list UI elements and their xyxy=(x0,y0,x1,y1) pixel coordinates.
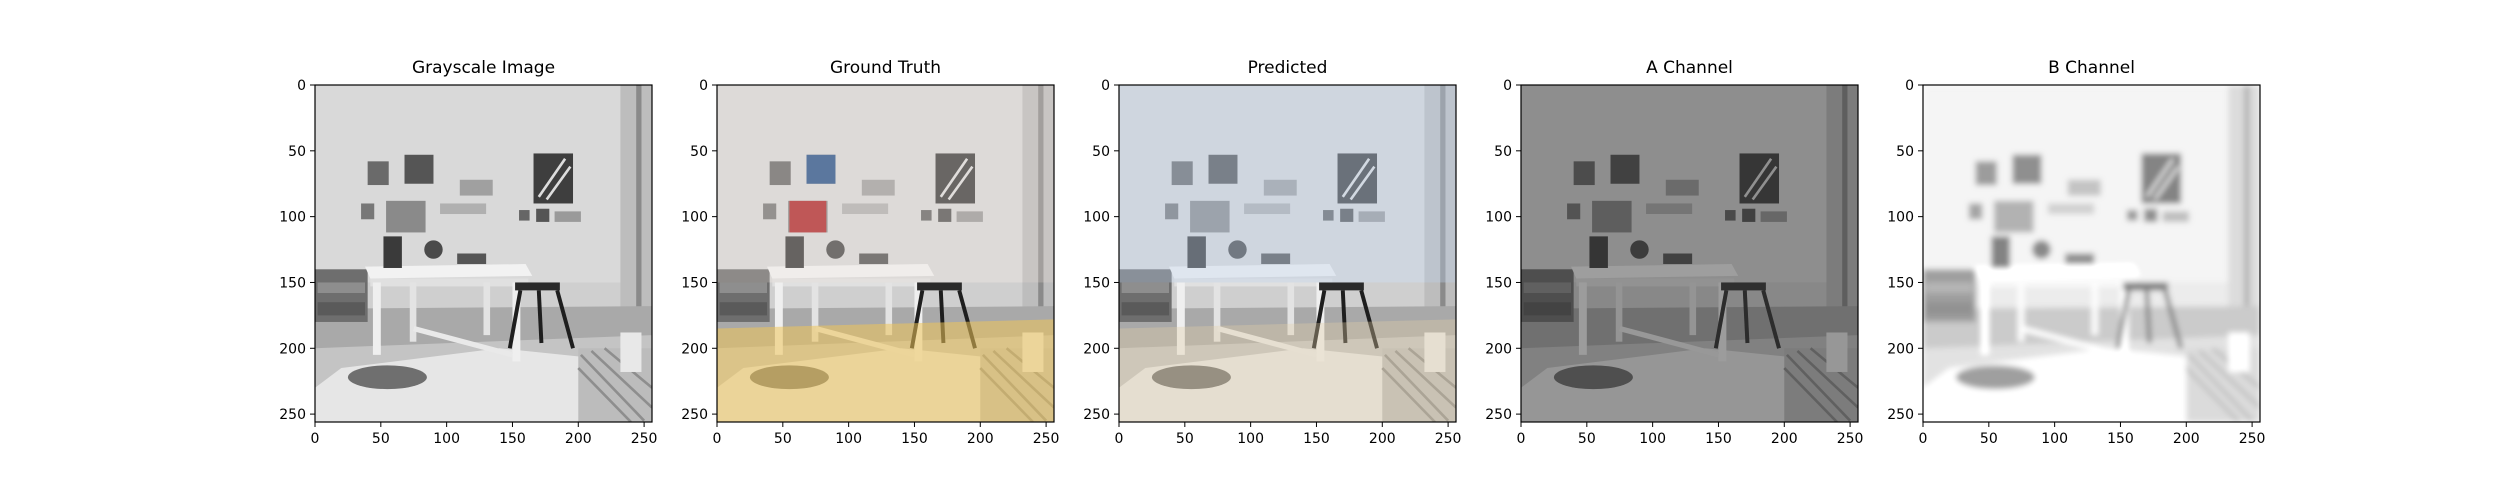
x-tick-label: 0 xyxy=(311,431,320,447)
y-tick-label: 0 xyxy=(1905,78,1914,94)
panel-image xyxy=(1923,85,2260,422)
y-tick-label: 200 xyxy=(681,341,708,357)
panel-gray: Grayscale Image 0 50 100 150 200 250 0 50 100 150 2… xyxy=(279,58,657,447)
y-tick-label: 200 xyxy=(1485,341,1512,357)
panel-a: A Channel 0 50 100 150 200 250 0 50 100 150 200 250 xyxy=(1485,58,1863,447)
y-tick-label: 100 xyxy=(1485,210,1512,226)
y-tick-label: 0 xyxy=(1101,78,1110,94)
x-tick-label: 200 xyxy=(1369,431,1396,447)
panel-title: Predicted xyxy=(1248,58,1328,78)
x-tick-label: 0 xyxy=(1517,431,1526,447)
panel-image xyxy=(315,85,652,422)
y-tick-label: 100 xyxy=(279,210,306,226)
x-tick-label: 50 xyxy=(774,431,792,447)
x-tick-label: 150 xyxy=(1705,431,1732,447)
x-tick-label: 100 xyxy=(1639,431,1666,447)
y-tick-label: 50 xyxy=(1092,144,1110,160)
panel-title: B Channel xyxy=(2048,58,2135,78)
x-tick-label: 0 xyxy=(1115,431,1124,447)
y-tick-label: 150 xyxy=(279,275,306,291)
axes-frame xyxy=(314,84,653,423)
panel-title: A Channel xyxy=(1646,58,1733,78)
panel-title: Grayscale Image xyxy=(412,58,555,78)
y-tick-label: 150 xyxy=(1887,275,1914,291)
axes-frame xyxy=(1118,84,1457,423)
x-tick-label: 250 xyxy=(1435,431,1462,447)
panel-image xyxy=(1521,85,1858,422)
y-tick-label: 200 xyxy=(279,341,306,357)
x-tick-label: 0 xyxy=(1919,431,1928,447)
y-tick-label: 250 xyxy=(1083,407,1110,423)
y-tick-label: 0 xyxy=(1503,78,1512,94)
panel-image xyxy=(1119,85,1456,422)
y-tick-label: 50 xyxy=(1494,144,1512,160)
x-tick-label: 200 xyxy=(565,431,592,447)
y-tick-label: 100 xyxy=(681,210,708,226)
x-tick-label: 150 xyxy=(901,431,928,447)
y-tick-label: 250 xyxy=(1887,407,1914,423)
x-tick-label: 100 xyxy=(1237,431,1264,447)
panel-pred: Predicted 0 50 100 150 200 250 0 50 100 150 200 250 xyxy=(1083,58,1461,447)
y-tick-label: 200 xyxy=(1887,341,1914,357)
y-tick-label: 150 xyxy=(1485,275,1512,291)
panel-title: Ground Truth xyxy=(830,58,941,78)
x-tick-label: 50 xyxy=(1176,431,1194,447)
y-tick-label: 150 xyxy=(1083,275,1110,291)
axes-frame xyxy=(716,84,1055,423)
y-tick-label: 200 xyxy=(1083,341,1110,357)
x-tick-label: 100 xyxy=(2041,431,2068,447)
x-tick-label: 200 xyxy=(1771,431,1798,447)
panel-color: Ground Truth 0 50 100 150 200 250 0 50 100 150 200 2… xyxy=(681,58,1059,447)
x-tick-label: 200 xyxy=(2173,431,2200,447)
y-tick-label: 50 xyxy=(1896,144,1914,160)
x-tick-label: 50 xyxy=(1980,431,1998,447)
y-tick-label: 100 xyxy=(1887,210,1914,226)
y-tick-label: 250 xyxy=(681,407,708,423)
x-tick-label: 100 xyxy=(433,431,460,447)
axes-frame xyxy=(1520,84,1859,423)
x-tick-label: 250 xyxy=(631,431,658,447)
panel-b: B Channel 0 50 100 150 200 250 0 50 100 150 200 250 xyxy=(1887,58,2265,447)
y-tick-label: 50 xyxy=(690,144,708,160)
x-tick-label: 150 xyxy=(499,431,526,447)
y-tick-label: 100 xyxy=(1083,210,1110,226)
x-tick-label: 250 xyxy=(2239,431,2266,447)
axes-frame xyxy=(1922,84,2261,423)
y-tick-label: 250 xyxy=(279,407,306,423)
panel-image xyxy=(717,85,1054,422)
x-tick-label: 200 xyxy=(967,431,994,447)
x-tick-label: 100 xyxy=(835,431,862,447)
y-tick-label: 250 xyxy=(1485,407,1512,423)
y-tick-label: 0 xyxy=(699,78,708,94)
x-tick-label: 150 xyxy=(2107,431,2134,447)
x-tick-label: 150 xyxy=(1303,431,1330,447)
x-tick-label: 250 xyxy=(1033,431,1060,447)
x-tick-label: 0 xyxy=(713,431,722,447)
x-tick-label: 50 xyxy=(372,431,390,447)
x-tick-label: 50 xyxy=(1578,431,1596,447)
x-tick-label: 250 xyxy=(1837,431,1864,447)
y-tick-label: 0 xyxy=(297,78,306,94)
y-tick-label: 50 xyxy=(288,144,306,160)
y-tick-label: 150 xyxy=(681,275,708,291)
